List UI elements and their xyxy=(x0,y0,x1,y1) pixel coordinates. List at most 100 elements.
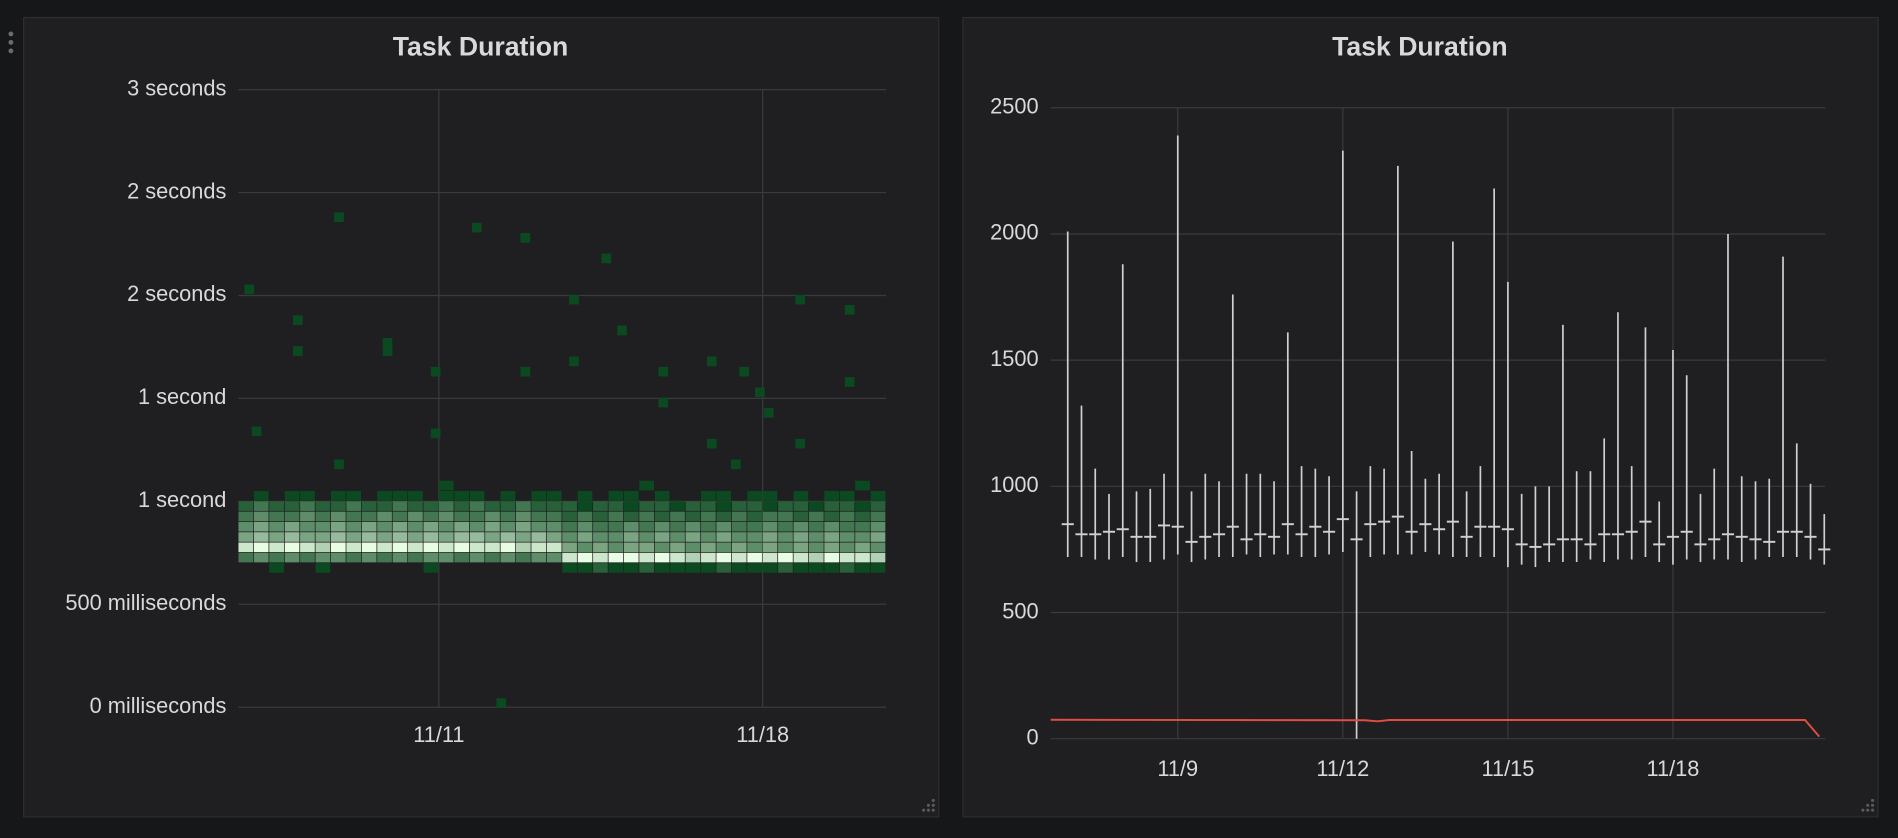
heatmap-cell xyxy=(701,501,716,511)
heatmap-cell xyxy=(292,315,303,326)
y-tick-label: 2000 xyxy=(990,220,1038,245)
heatmap-cell xyxy=(423,552,439,563)
heatmap-cell xyxy=(577,491,593,501)
heatmap-cell xyxy=(454,511,470,522)
heatmap-cell xyxy=(762,521,778,532)
y-tick-label: 2 seconds xyxy=(127,178,226,203)
heatmap-cell xyxy=(670,532,685,542)
heatmap-cell xyxy=(569,294,579,305)
heatmap-cell xyxy=(824,542,840,553)
heatmap-cell xyxy=(546,511,562,522)
heatmap-cell xyxy=(623,511,639,522)
heatmap-cell xyxy=(500,552,516,563)
heatmap-cell xyxy=(408,552,423,563)
heatmap-cell xyxy=(670,542,685,553)
heatmap-cell xyxy=(500,542,516,553)
heatmap-cell xyxy=(623,542,639,553)
heatmap-cell xyxy=(670,511,685,522)
heatmap-cell xyxy=(382,337,393,348)
heatmap-cell xyxy=(238,542,254,553)
heatmap-cell xyxy=(608,491,624,501)
heatmap-cell xyxy=(839,532,855,542)
heatmap-cell xyxy=(701,542,716,553)
heatmap-cell xyxy=(516,552,531,563)
heatmap-cell xyxy=(855,521,870,532)
heatmap-cell xyxy=(839,491,855,501)
resize-handle[interactable] xyxy=(922,798,935,812)
heatmap-cell xyxy=(793,532,809,542)
heatmap-cell xyxy=(496,698,507,708)
heatmap-cell xyxy=(284,552,300,563)
heatmap-cell xyxy=(747,511,762,522)
heatmap-cell xyxy=(423,542,439,553)
heatmap-cell xyxy=(824,532,840,542)
heatmap-cell xyxy=(870,521,886,532)
heatmap-cell xyxy=(531,542,547,553)
heatmap-cell xyxy=(601,253,612,264)
heatmap-cell xyxy=(617,325,627,336)
y-tick-label: 500 xyxy=(1002,598,1038,623)
heatmap-cell xyxy=(824,491,840,501)
heatmap-cell xyxy=(608,532,624,542)
heatmap-cell xyxy=(569,356,579,367)
heatmap-cell xyxy=(731,563,747,573)
heatmap-cell xyxy=(824,563,840,573)
heatmap-cell xyxy=(608,521,624,532)
heatmap-cell xyxy=(330,542,346,553)
heatmap-cell xyxy=(593,542,608,553)
heatmap-cell xyxy=(269,521,284,532)
heatmap-cell xyxy=(706,438,717,449)
heatmap-cell xyxy=(438,491,454,501)
heatmap-cell xyxy=(639,542,655,553)
heatmap-cell xyxy=(392,521,408,532)
x-tick-label: 11/11 xyxy=(413,722,464,747)
heatmap-cell xyxy=(546,501,562,511)
heatmap-cell xyxy=(654,552,670,563)
heatmap-cell xyxy=(839,542,855,553)
heatmap-cell xyxy=(639,563,655,573)
heatmap-cell xyxy=(454,521,470,532)
heatmap-cell xyxy=(516,501,531,511)
heatmap-cell xyxy=(531,521,547,532)
heatmap-cell xyxy=(839,501,855,511)
heatmap-cell xyxy=(454,552,470,563)
heatmap-cell xyxy=(562,542,577,553)
heatmap-cell xyxy=(346,542,362,553)
heatmap-cell xyxy=(238,511,254,522)
heatmap-cell xyxy=(438,542,454,553)
heatmap-cell xyxy=(516,521,531,532)
heatmap-cell xyxy=(685,542,701,553)
heatmap-cell xyxy=(454,501,470,511)
y-tick-label: 1 second xyxy=(138,487,226,512)
heatmap-cell xyxy=(562,563,577,573)
heatmap-cell xyxy=(315,532,331,542)
y-tick-label: 1000 xyxy=(990,472,1038,497)
heatmap-cell xyxy=(562,552,577,563)
x-tick-label: 11/9 xyxy=(1157,756,1198,781)
heatmap-cell xyxy=(454,491,470,501)
heatmap-cell xyxy=(654,491,670,501)
drag-handle[interactable] xyxy=(8,31,14,54)
heatmap-cell xyxy=(562,501,577,511)
heatmap-cell xyxy=(793,563,809,573)
heatmap-cell xyxy=(361,542,377,553)
heatmap-cell xyxy=(377,501,392,511)
heatmap-cell xyxy=(454,542,470,553)
heatmap-cell xyxy=(469,511,485,522)
heatmap-cell xyxy=(793,542,809,553)
heatmap-cell xyxy=(716,563,732,573)
heatmap-cell xyxy=(762,552,778,563)
heatmap-cell xyxy=(716,511,732,522)
heatmap-cell xyxy=(330,501,346,511)
heatmap-cell xyxy=(731,532,747,542)
heatmap-cell xyxy=(778,501,793,511)
heatmap-cell xyxy=(392,501,408,511)
heatmap-cell xyxy=(315,563,331,573)
heatmap-cell xyxy=(284,532,300,542)
heatmap-cell xyxy=(546,542,562,553)
heatmap-cell xyxy=(546,532,562,542)
heatmap-cell xyxy=(808,511,824,522)
heatmap-cell xyxy=(855,501,870,511)
heatmap-cell xyxy=(731,521,747,532)
resize-handle[interactable] xyxy=(1861,798,1875,812)
